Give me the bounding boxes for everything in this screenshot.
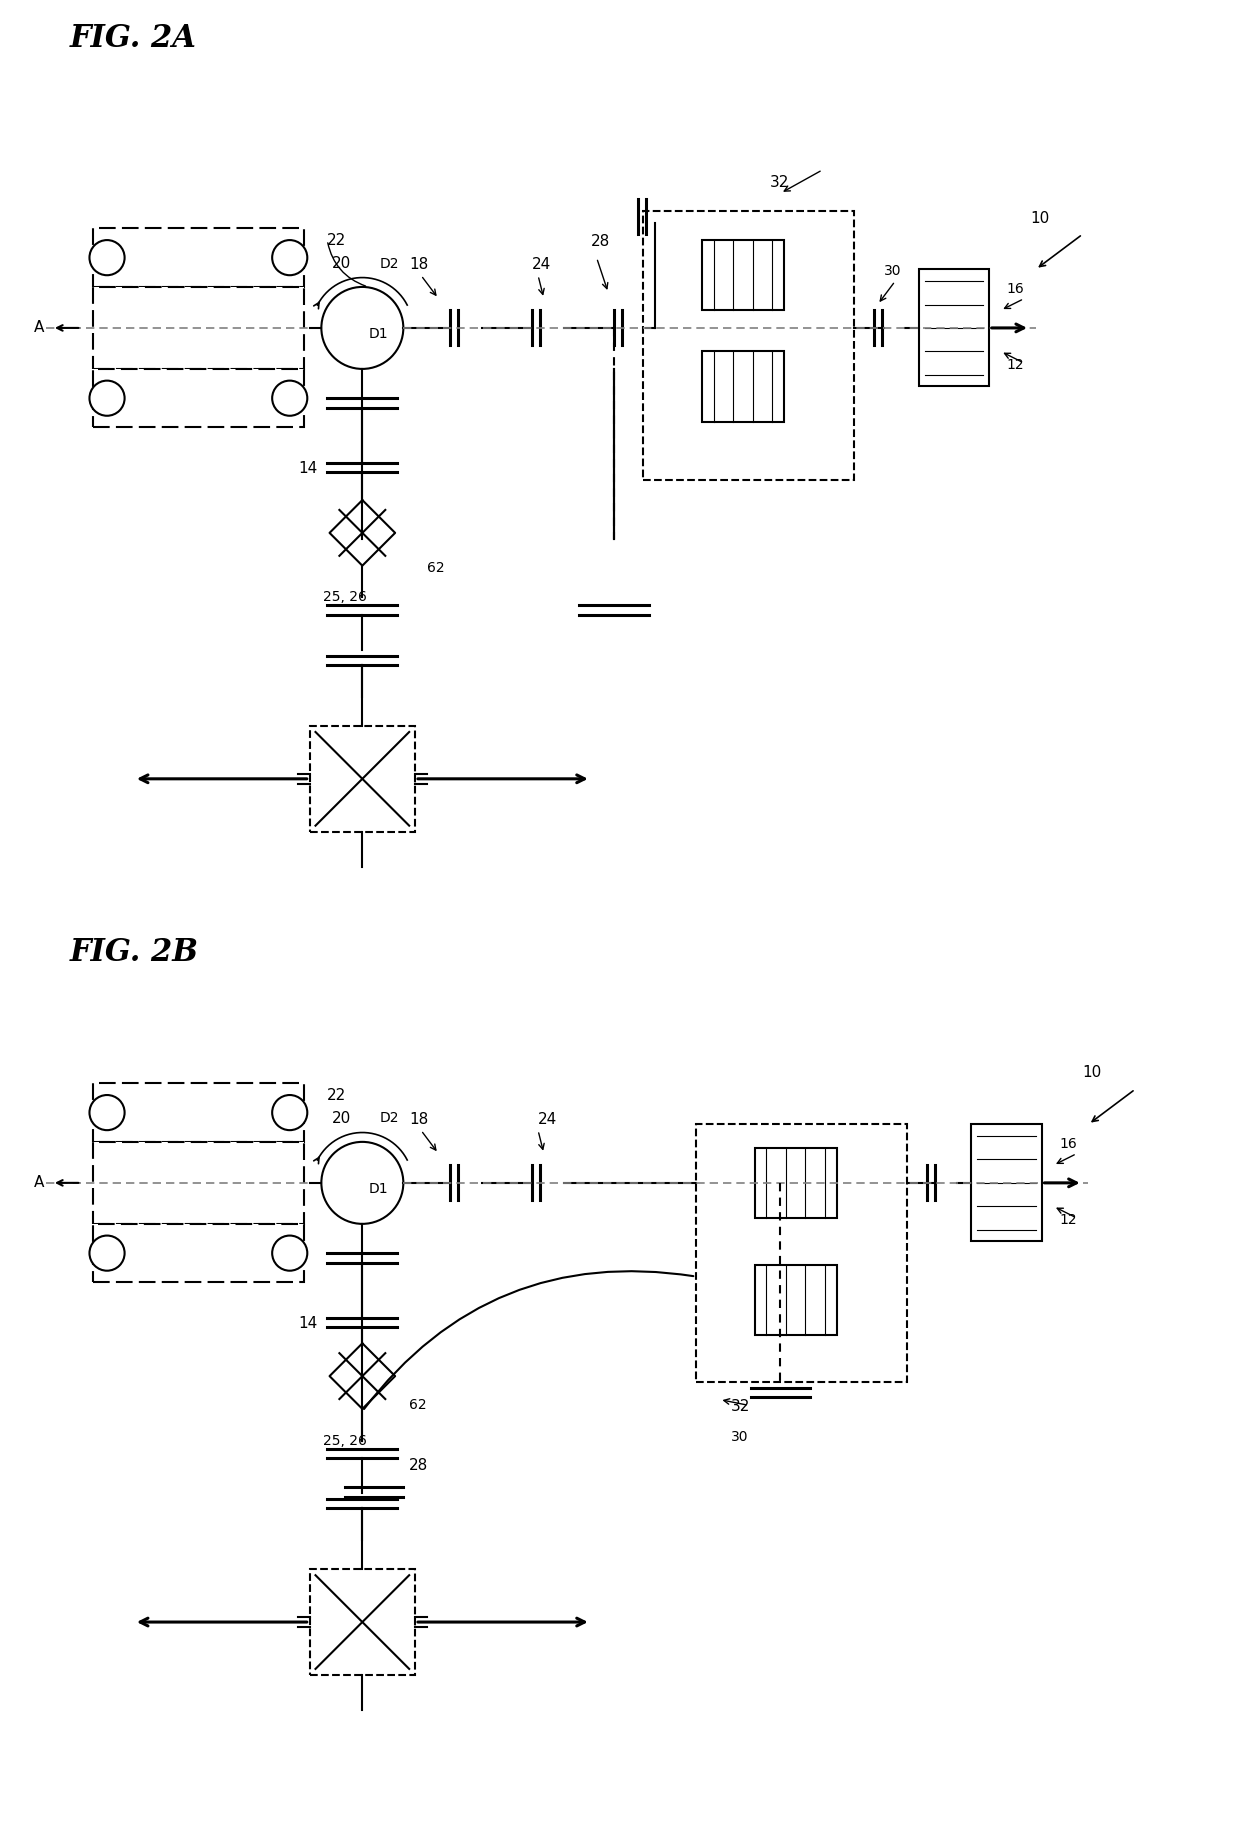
Bar bbox=[93, 287, 304, 369]
Bar bbox=[696, 1124, 906, 1381]
Bar bbox=[310, 1569, 415, 1675]
Bar bbox=[93, 228, 304, 287]
Text: D1: D1 bbox=[368, 1182, 388, 1195]
Text: 32: 32 bbox=[732, 1399, 750, 1414]
Text: 24: 24 bbox=[532, 258, 552, 272]
Bar bbox=[93, 1083, 304, 1142]
Text: 12: 12 bbox=[1007, 358, 1024, 373]
Text: 28: 28 bbox=[590, 234, 610, 248]
Text: D2: D2 bbox=[379, 1111, 399, 1125]
Text: 25, 26: 25, 26 bbox=[322, 590, 367, 605]
Text: 20: 20 bbox=[331, 1111, 351, 1125]
Circle shape bbox=[321, 287, 403, 369]
Text: 18: 18 bbox=[409, 1113, 429, 1127]
Circle shape bbox=[272, 380, 308, 417]
Text: A: A bbox=[33, 320, 43, 336]
Text: 10: 10 bbox=[1030, 210, 1049, 225]
Text: 30: 30 bbox=[884, 265, 901, 278]
Circle shape bbox=[272, 239, 308, 276]
Text: FIG. 2B: FIG. 2B bbox=[69, 937, 198, 968]
Text: 14: 14 bbox=[298, 1315, 317, 1330]
Bar bbox=[310, 725, 415, 831]
Text: FIG. 2A: FIG. 2A bbox=[69, 24, 196, 55]
Text: 62: 62 bbox=[427, 561, 444, 576]
Text: 12: 12 bbox=[1059, 1213, 1076, 1228]
Bar bbox=[919, 269, 990, 387]
Text: 28: 28 bbox=[409, 1458, 429, 1473]
Bar bbox=[93, 1142, 304, 1224]
Text: 20: 20 bbox=[331, 256, 351, 270]
Bar bbox=[755, 1264, 837, 1336]
Text: 16: 16 bbox=[1059, 1136, 1076, 1151]
Circle shape bbox=[89, 380, 124, 417]
Bar bbox=[702, 351, 784, 422]
Text: 22: 22 bbox=[327, 232, 346, 248]
Text: 30: 30 bbox=[732, 1429, 749, 1443]
Circle shape bbox=[89, 1094, 124, 1131]
Bar bbox=[644, 210, 854, 481]
Text: 14: 14 bbox=[298, 460, 317, 477]
Bar bbox=[971, 1124, 1042, 1241]
Text: 10: 10 bbox=[1083, 1065, 1102, 1080]
Text: D1: D1 bbox=[368, 327, 388, 342]
Circle shape bbox=[321, 1142, 403, 1224]
Bar bbox=[755, 1147, 837, 1219]
Text: D2: D2 bbox=[379, 256, 399, 270]
Circle shape bbox=[272, 1094, 308, 1131]
Text: 22: 22 bbox=[327, 1087, 346, 1102]
Circle shape bbox=[89, 1235, 124, 1272]
Bar bbox=[93, 1224, 304, 1283]
Bar bbox=[702, 239, 784, 311]
Text: 25, 26: 25, 26 bbox=[322, 1434, 367, 1447]
Bar bbox=[93, 369, 304, 428]
Text: 16: 16 bbox=[1007, 281, 1024, 296]
Text: A: A bbox=[33, 1175, 43, 1191]
Text: 32: 32 bbox=[770, 175, 790, 190]
Circle shape bbox=[272, 1235, 308, 1272]
Text: 24: 24 bbox=[538, 1113, 557, 1127]
Text: 62: 62 bbox=[409, 1398, 427, 1412]
Circle shape bbox=[89, 239, 124, 276]
Text: 18: 18 bbox=[409, 258, 429, 272]
